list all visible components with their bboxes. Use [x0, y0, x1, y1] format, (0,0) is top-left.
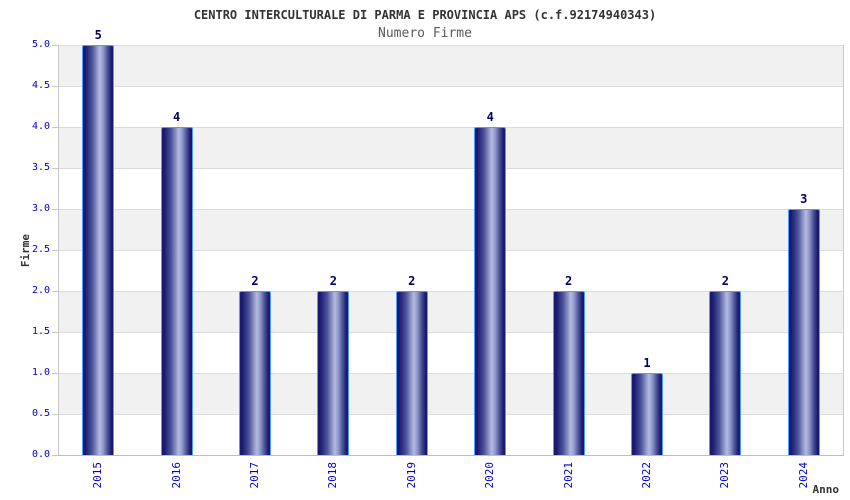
x-axis-title: Anno: [812, 483, 840, 496]
bar-value-label: 2: [721, 274, 729, 288]
y-tick-label: 3.0: [31, 203, 50, 214]
bar-2016: [160, 127, 193, 455]
bar-2024: [787, 209, 820, 455]
bar-2019: [395, 291, 428, 455]
bar-value-label: 2: [329, 274, 337, 288]
y-tick-mark: [52, 332, 58, 333]
y-tick-label: 1.5: [31, 326, 50, 337]
y-tick-mark: [52, 373, 58, 374]
bar-2018: [317, 291, 350, 455]
y-tick-label: 4.5: [31, 80, 50, 91]
bar-value-label: 4: [172, 110, 181, 124]
y-tick-mark: [52, 291, 58, 292]
bar-2017: [239, 291, 271, 455]
grid-band: [59, 45, 843, 86]
bar-value-label: 3: [800, 192, 808, 206]
x-tick-label: 2018: [326, 462, 340, 489]
y-tick-mark: [52, 86, 58, 87]
x-tick-label: 2023: [718, 462, 732, 489]
x-tick-label: 2015: [91, 462, 105, 489]
y-tick-label: 2.5: [31, 244, 50, 255]
x-tick-label: 2017: [248, 462, 261, 489]
y-tick-label: 1.0: [31, 367, 50, 378]
bar-value-label: 4: [486, 110, 494, 124]
bar-2021: [552, 291, 585, 455]
y-tick-label: 3.5: [31, 162, 50, 173]
chart-title: CENTRO INTERCULTURALE DI PARMA E PROVINC…: [193, 8, 657, 22]
x-tick-label: 2016: [169, 462, 183, 489]
x-tick-label: 2020: [483, 462, 497, 489]
bar-value-label: 5: [94, 28, 102, 42]
bar-2015: [82, 45, 115, 455]
x-tick-label: 2022: [640, 462, 653, 489]
y-tick-label: 4.0: [31, 121, 50, 132]
chart-subtitle: Numero Firme: [378, 26, 472, 41]
y-tick-mark: [52, 209, 58, 210]
y-tick-mark: [52, 45, 58, 46]
y-tick-mark: [52, 455, 58, 456]
y-tick-mark: [52, 168, 58, 169]
bar-value-label: 1: [643, 356, 651, 370]
bar-value-label: 2: [564, 274, 573, 288]
grid-band: [59, 86, 843, 127]
x-tick-label: 2021: [561, 462, 575, 489]
x-tick-label: 2024: [796, 462, 810, 489]
y-tick-mark: [52, 127, 58, 128]
bar-2022: [631, 373, 663, 455]
x-tick-label: 2019: [404, 462, 418, 489]
y-tick-label: 2.0: [31, 285, 50, 296]
bar-value-label: 2: [251, 274, 259, 288]
y-tick-label: 0.0: [31, 449, 50, 460]
bar-2020: [474, 127, 507, 455]
bar-value-label: 2: [408, 274, 416, 288]
bar-2023: [709, 291, 742, 455]
y-tick-label: 5.0: [31, 39, 50, 50]
y-tick-mark: [52, 414, 58, 415]
y-tick-label: 0.5: [31, 408, 50, 419]
y-tick-mark: [52, 250, 58, 251]
plot-area: 5 4 2 2 2 4 2 1 2 3: [58, 28, 844, 456]
